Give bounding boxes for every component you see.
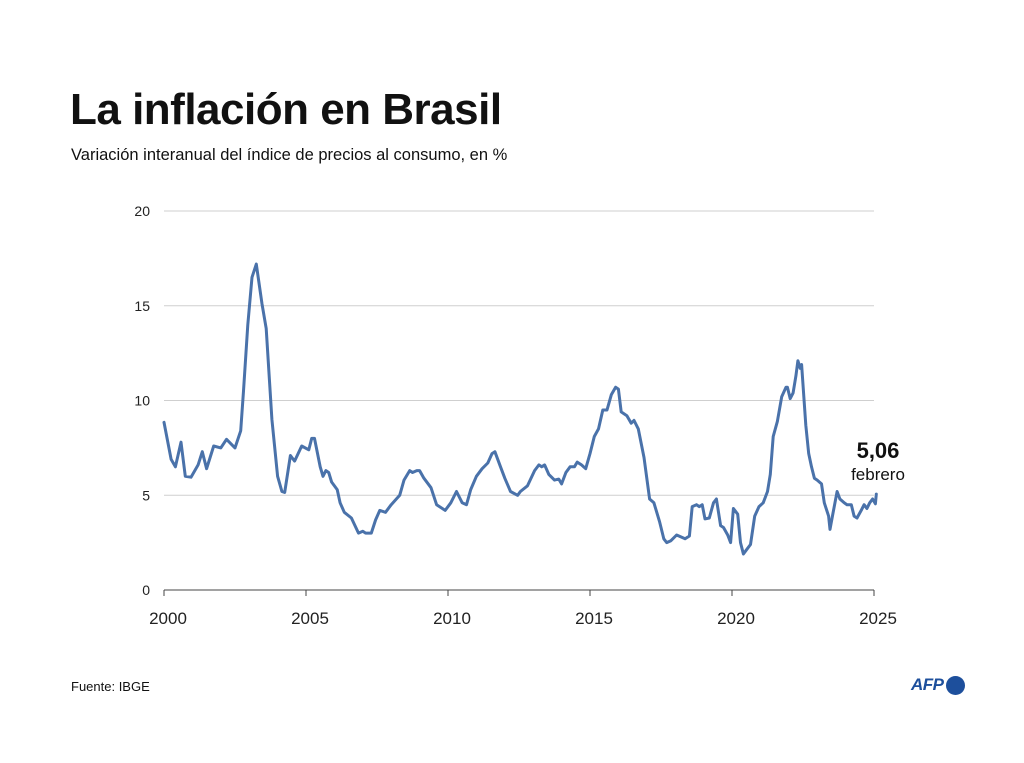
series-group bbox=[162, 262, 878, 556]
annotation-label: febrero bbox=[851, 465, 905, 484]
y-tick-label: 15 bbox=[134, 298, 150, 314]
chart-title: La inflación en Brasil bbox=[70, 85, 502, 134]
afp-logo: AFP bbox=[911, 675, 965, 695]
grid-lines bbox=[164, 210, 874, 496]
x-tick-label: 2025 bbox=[859, 609, 897, 628]
x-tick-label: 2020 bbox=[717, 609, 755, 628]
x-tick-label: 2000 bbox=[149, 609, 187, 628]
y-axis-ticks: 0 5 10 15 20 bbox=[134, 203, 150, 598]
x-tick-label: 2015 bbox=[575, 609, 613, 628]
y-tick-label: 20 bbox=[134, 203, 150, 219]
series-line-0 bbox=[162, 262, 878, 556]
y-tick-label: 0 bbox=[142, 582, 150, 598]
x-tick-label: 2010 bbox=[433, 609, 471, 628]
source-note: Fuente: IBGE bbox=[71, 679, 150, 694]
annotation-value: 5,06 bbox=[857, 438, 900, 463]
chart-subtitle: Variación interanual del índice de preci… bbox=[71, 146, 508, 164]
x-tick-label: 2005 bbox=[291, 609, 329, 628]
x-axis: 2000 2005 2010 2015 2020 2025 bbox=[149, 589, 897, 628]
afp-logo-text: AFP bbox=[911, 675, 944, 694]
y-tick-label: 5 bbox=[142, 487, 150, 503]
annotation-group: 5,06 febrero bbox=[851, 438, 905, 484]
afp-logo-dot-icon bbox=[945, 675, 965, 695]
y-tick-label: 10 bbox=[134, 393, 150, 409]
